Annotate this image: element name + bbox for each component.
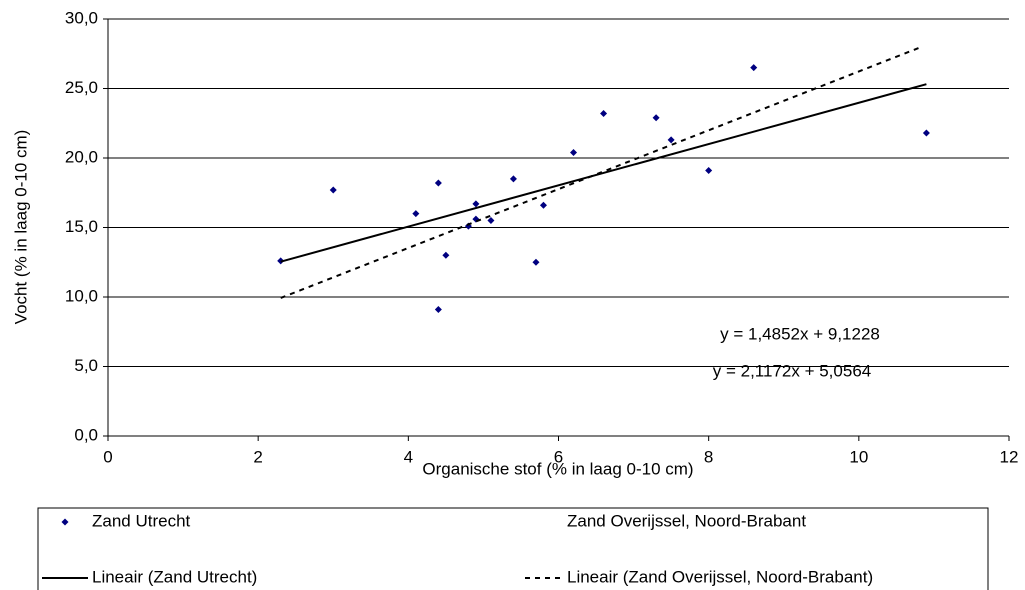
legend-label: Lineair (Zand Utrecht) <box>92 567 257 586</box>
point <box>667 136 675 144</box>
x-tick-label: 0 <box>103 447 112 466</box>
y-tick-label: 10,0 <box>65 286 98 305</box>
x-axis-label: Organische stof (% in laag 0-10 cm) <box>422 459 693 478</box>
y-axis-label: Vocht (% in laag 0-10 cm) <box>11 130 30 325</box>
y-tick-label: 25,0 <box>65 78 98 97</box>
point <box>487 217 495 225</box>
y-tick-label: 30,0 <box>65 8 98 27</box>
trend-line <box>280 46 920 299</box>
point <box>329 186 337 194</box>
legend-box <box>37 507 989 590</box>
point <box>442 251 450 259</box>
point <box>922 129 930 137</box>
point <box>434 179 442 187</box>
x-tick-label: 10 <box>849 447 868 466</box>
x-tick-label: 4 <box>404 447 413 466</box>
legend-label: Lineair (Zand Overijssel, Noord-Brabant) <box>567 567 873 586</box>
x-tick-label: 8 <box>704 447 713 466</box>
point <box>750 64 758 72</box>
y-tick-label: 0,0 <box>74 425 98 444</box>
point <box>434 306 442 314</box>
trend-line <box>280 83 927 263</box>
point <box>509 175 517 183</box>
y-tick-label: 15,0 <box>65 217 98 236</box>
x-tick-label: 2 <box>253 447 262 466</box>
point <box>705 167 713 175</box>
point <box>472 200 480 208</box>
point <box>570 148 578 156</box>
point <box>652 114 660 122</box>
legend-label: Zand Overijssel, Noord-Brabant <box>567 511 806 530</box>
point <box>600 110 608 118</box>
annotation: y = 2,1172x + 5,0564 <box>713 361 871 380</box>
point <box>412 210 420 218</box>
y-tick-label: 20,0 <box>65 147 98 166</box>
y-tick-label: 5,0 <box>74 356 98 375</box>
annotation: y = 1,4852x + 9,1228 <box>720 324 880 343</box>
point <box>472 215 480 223</box>
point <box>532 258 540 266</box>
x-tick-label: 12 <box>1000 447 1019 466</box>
x-tick-label: 6 <box>554 447 563 466</box>
point <box>539 201 547 209</box>
legend-label: Zand Utrecht <box>92 511 191 530</box>
legend-marker <box>61 518 69 526</box>
